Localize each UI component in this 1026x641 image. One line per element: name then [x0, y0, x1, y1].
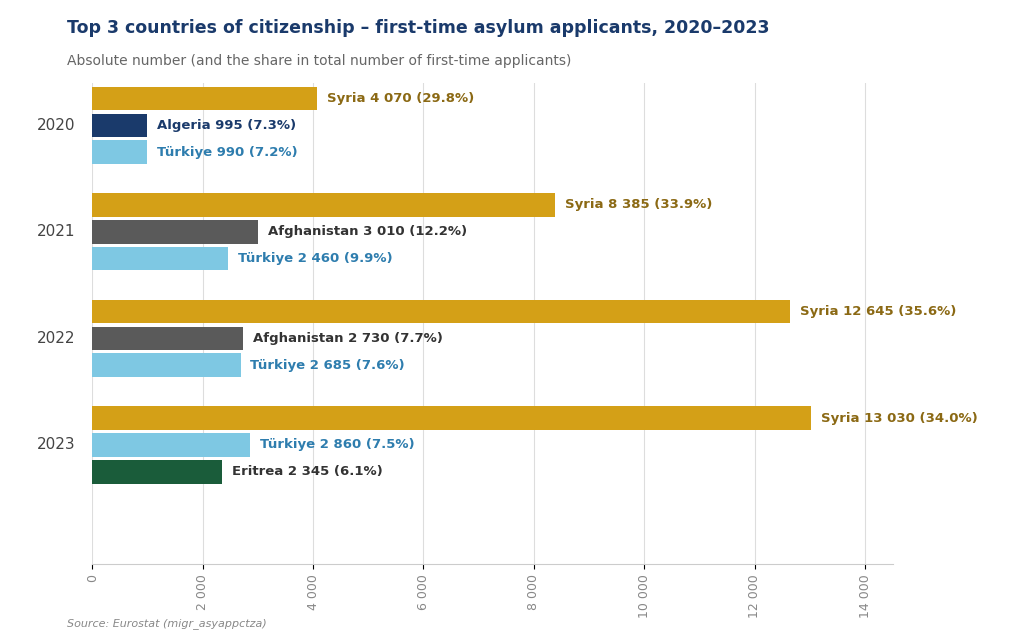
- Text: Syria 12 645 (35.6%): Syria 12 645 (35.6%): [800, 305, 956, 318]
- Text: Türkiye 2 685 (7.6%): Türkiye 2 685 (7.6%): [250, 359, 405, 372]
- Text: Türkiye 990 (7.2%): Türkiye 990 (7.2%): [157, 146, 298, 158]
- Text: Eritrea 2 345 (6.1%): Eritrea 2 345 (6.1%): [232, 465, 383, 478]
- Bar: [92, 220, 259, 244]
- Text: Absolute number (and the share in total number of first-time applicants): Absolute number (and the share in total …: [67, 54, 571, 69]
- Bar: [92, 460, 222, 483]
- Text: Syria 13 030 (34.0%): Syria 13 030 (34.0%): [822, 412, 978, 424]
- Text: 2023: 2023: [37, 437, 76, 453]
- Bar: [92, 193, 555, 217]
- Bar: [92, 87, 317, 110]
- Text: Source: Eurostat (migr_asyappctza): Source: Eurostat (migr_asyappctza): [67, 619, 267, 629]
- Text: 2022: 2022: [37, 331, 76, 346]
- Bar: [92, 140, 147, 164]
- Text: Afghanistan 3 010 (12.2%): Afghanistan 3 010 (12.2%): [269, 226, 468, 238]
- Text: 2020: 2020: [37, 118, 76, 133]
- Bar: [92, 300, 790, 323]
- Text: Türkiye 2 460 (9.9%): Türkiye 2 460 (9.9%): [238, 252, 393, 265]
- Text: Algeria 995 (7.3%): Algeria 995 (7.3%): [157, 119, 297, 132]
- Text: Top 3 countries of citizenship – first-time asylum applicants, 2020–2023: Top 3 countries of citizenship – first-t…: [67, 19, 770, 37]
- Text: Syria 4 070 (29.8%): Syria 4 070 (29.8%): [327, 92, 474, 105]
- Bar: [92, 353, 240, 377]
- Bar: [92, 247, 228, 271]
- Text: Syria 8 385 (33.9%): Syria 8 385 (33.9%): [565, 199, 712, 212]
- Bar: [92, 406, 812, 430]
- Text: Türkiye 2 860 (7.5%): Türkiye 2 860 (7.5%): [261, 438, 415, 451]
- Bar: [92, 433, 250, 456]
- Bar: [92, 113, 148, 137]
- Text: Afghanistan 2 730 (7.7%): Afghanistan 2 730 (7.7%): [253, 332, 443, 345]
- Text: 2021: 2021: [37, 224, 76, 239]
- Bar: [92, 327, 243, 350]
